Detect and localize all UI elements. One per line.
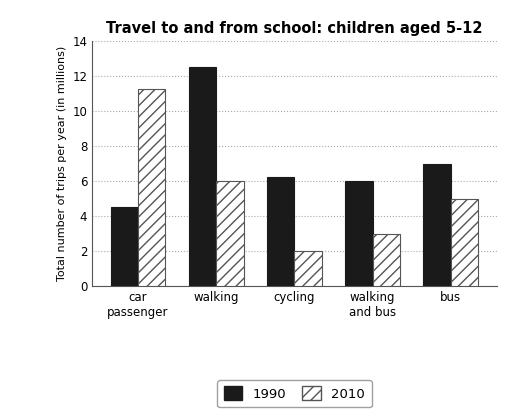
Bar [294,251,322,286]
Bar [189,67,216,286]
Bar [216,181,244,286]
Bar [423,164,451,286]
Title: Travel to and from school: children aged 5-12: Travel to and from school: children aged… [106,20,483,36]
Bar [373,234,400,286]
Bar [267,177,294,286]
Y-axis label: Total number of trips per year (in millions): Total number of trips per year (in milli… [57,46,67,281]
Legend: 1990, 2010: 1990, 2010 [217,380,372,407]
Bar [111,207,138,286]
Bar [345,181,373,286]
Bar [138,89,165,286]
Bar [451,199,478,286]
